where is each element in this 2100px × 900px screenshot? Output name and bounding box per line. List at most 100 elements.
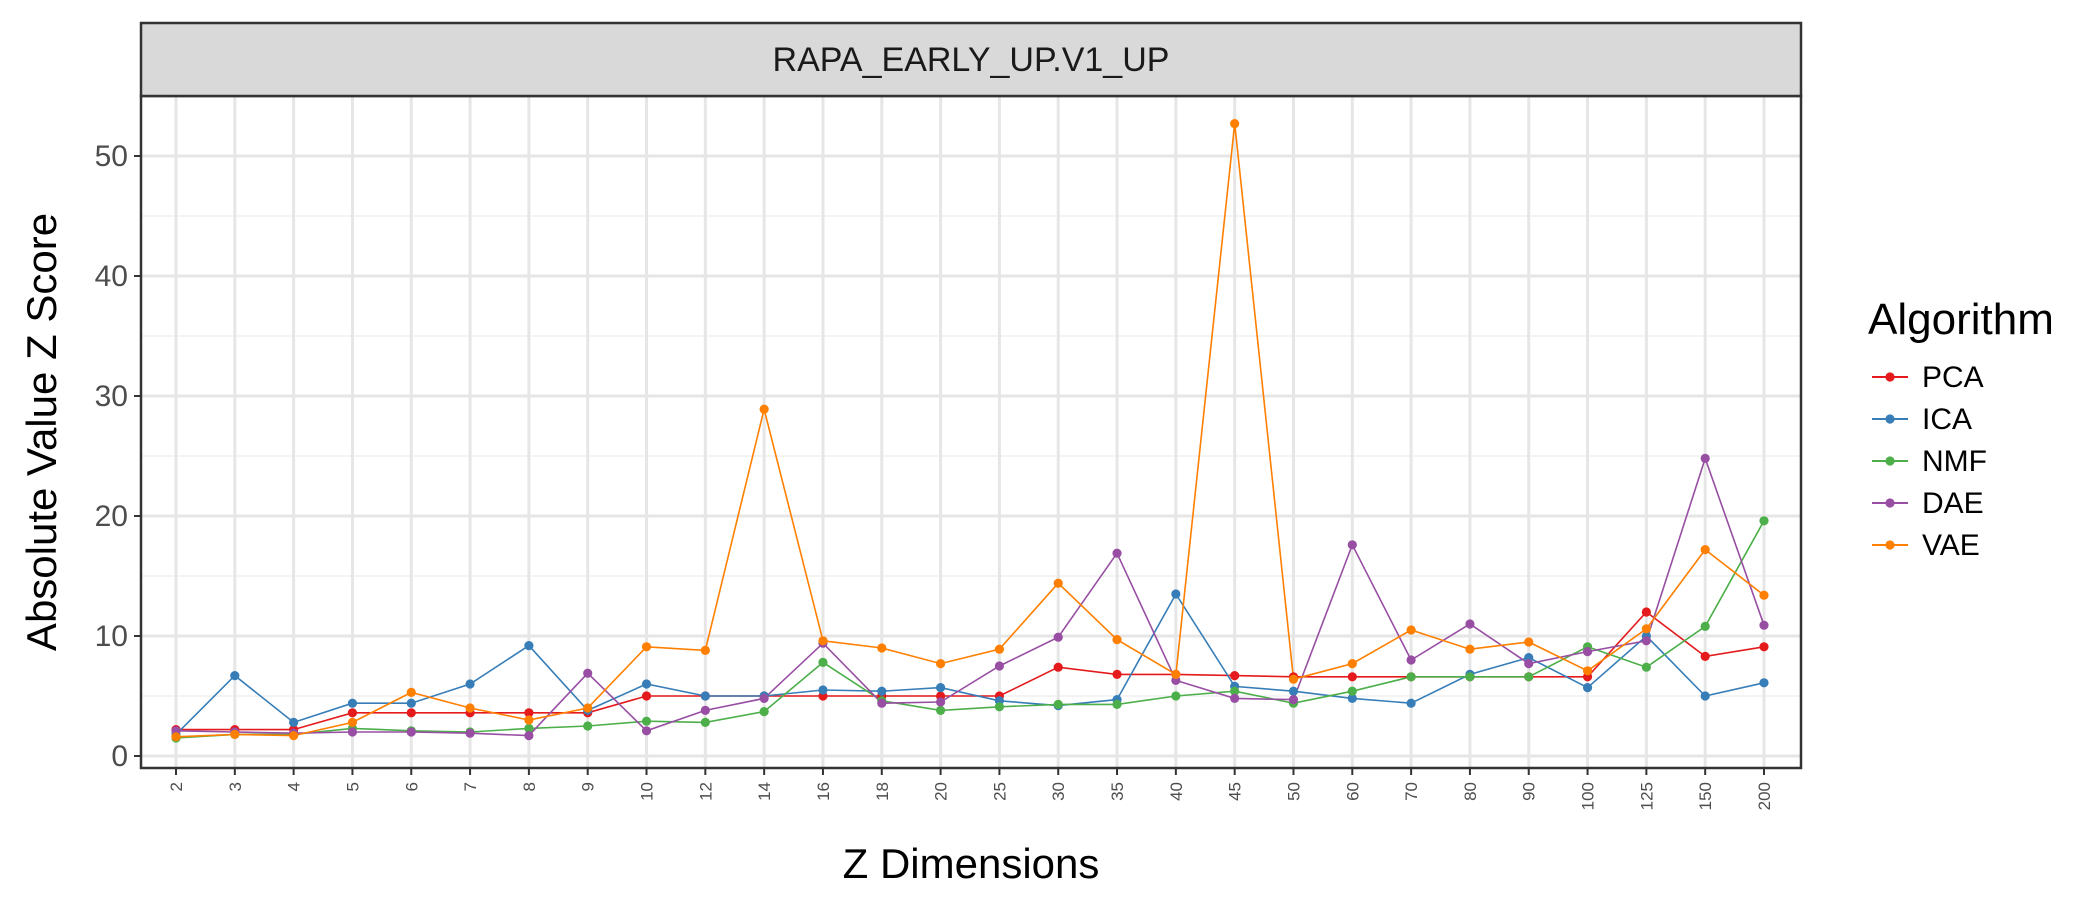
point-ica [289, 717, 299, 728]
point-dae [1582, 647, 1593, 657]
x-tick-label: 70 [1402, 782, 1421, 801]
point-nmf [1524, 672, 1534, 682]
legend-key-point [1885, 540, 1895, 550]
y-tick-label: 30 [95, 380, 128, 413]
x-tick-label: 6 [402, 782, 421, 791]
point-nmf [700, 717, 710, 728]
x-tick-label: 4 [285, 782, 304, 791]
point-pca [1700, 651, 1710, 662]
series-points [171, 119, 1769, 743]
point-vae [1700, 545, 1710, 555]
legend-label: ICA [1922, 403, 1972, 436]
point-vae [1112, 635, 1122, 645]
x-tick-label: 7 [461, 782, 480, 791]
point-nmf [818, 657, 828, 668]
x-tick-label: 125 [1637, 782, 1656, 810]
point-ica [818, 685, 828, 695]
point-dae [583, 668, 593, 678]
point-ica [641, 679, 652, 689]
point-dae [1347, 540, 1357, 550]
point-pca [1759, 642, 1769, 652]
point-pca [1112, 669, 1122, 680]
legend-key-point [1885, 498, 1895, 508]
point-pca [1641, 607, 1651, 617]
point-pca [406, 708, 416, 718]
point-dae [1112, 548, 1122, 558]
point-vae [1582, 666, 1593, 676]
point-dae [1288, 695, 1299, 705]
facet-strip [139, 21, 1803, 98]
x-tick-label: 150 [1696, 782, 1715, 810]
legend-item-pca: PCA [1872, 361, 1984, 394]
point-vae [935, 659, 946, 669]
x-tick-label: 18 [873, 782, 892, 801]
point-nmf [1112, 699, 1122, 710]
point-dae [935, 697, 946, 707]
point-vae [524, 715, 534, 725]
point-dae [1465, 619, 1475, 629]
series-line-ica [175, 592, 1765, 735]
point-vae [641, 642, 652, 652]
point-ica [465, 679, 475, 689]
point-pca [1230, 671, 1240, 681]
point-vae [347, 717, 358, 728]
point-vae [230, 729, 240, 740]
series-line-dae [175, 455, 1765, 737]
point-nmf [1759, 516, 1769, 526]
x-tick-label: 60 [1343, 782, 1362, 801]
series-lines [175, 123, 1765, 739]
point-ica [1759, 678, 1769, 688]
plot-panel [141, 96, 1801, 768]
point-dae [994, 661, 1005, 671]
point-dae [524, 731, 534, 741]
point-vae [1347, 659, 1357, 669]
point-pca [641, 691, 652, 701]
point-dae [1700, 453, 1710, 463]
point-ica [1406, 698, 1416, 708]
y-axis: 0 10 20 30 40 50 [95, 140, 141, 773]
x-tick-label: 25 [990, 782, 1009, 801]
point-ica [1347, 693, 1357, 704]
y-tick-label: 10 [95, 620, 128, 653]
point-dae [700, 705, 710, 716]
point-ica [877, 686, 887, 696]
legend-label: DAE [1922, 487, 1984, 520]
point-nmf [1406, 672, 1416, 682]
point-vae [994, 644, 1005, 654]
point-dae [1406, 655, 1416, 665]
point-vae [465, 703, 475, 713]
point-vae [171, 732, 181, 742]
point-ica [347, 698, 358, 708]
point-vae [1406, 625, 1416, 635]
legend-item-ica: ICA [1872, 403, 1972, 436]
point-pca [1053, 662, 1063, 672]
facet-label: RAPA_EARLY_UP.V1_UP [773, 41, 1170, 79]
point-dae [1524, 659, 1534, 669]
point-nmf [1465, 672, 1475, 682]
point-ica [524, 641, 534, 651]
point-ica [406, 698, 416, 708]
point-nmf [994, 702, 1005, 712]
legend-key-point [1885, 372, 1895, 382]
point-nmf [583, 721, 593, 731]
point-vae [877, 643, 887, 653]
point-dae [1759, 620, 1769, 630]
y-tick-label: 50 [95, 140, 128, 173]
point-dae [1230, 693, 1240, 704]
x-tick-label: 45 [1226, 782, 1245, 801]
x-tick-label: 3 [226, 782, 245, 791]
point-dae [465, 728, 475, 738]
point-vae [818, 636, 828, 646]
point-ica [700, 691, 710, 701]
legend-label: PCA [1922, 361, 1984, 394]
point-dae [877, 698, 887, 708]
x-tick-label: 200 [1755, 782, 1774, 810]
series-line-nmf [175, 520, 1765, 739]
y-tick-label: 40 [95, 260, 128, 293]
point-nmf [1700, 621, 1710, 632]
point-nmf [759, 707, 769, 717]
point-nmf [935, 705, 946, 716]
point-ica [1288, 686, 1299, 696]
x-tick-label: 2 [167, 782, 186, 791]
